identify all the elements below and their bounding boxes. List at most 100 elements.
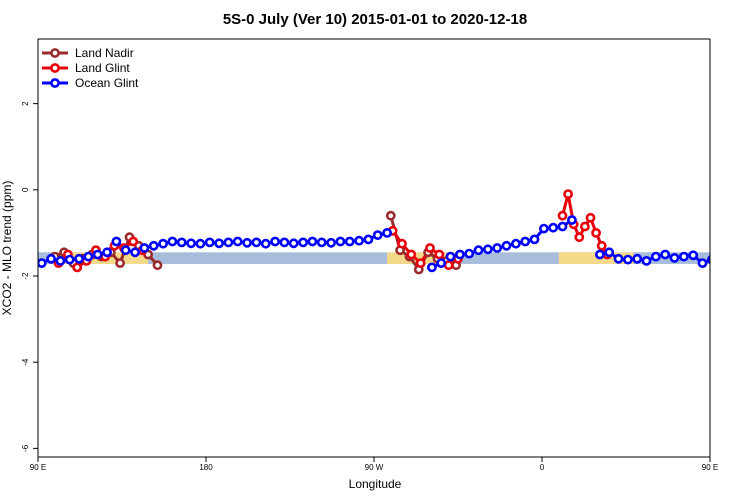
land-nadir-point bbox=[385, 210, 396, 221]
ocean-glint-point bbox=[567, 215, 577, 225]
ocean-glint-point bbox=[363, 234, 374, 245]
land-glint-point bbox=[443, 260, 454, 271]
land-segment bbox=[721, 252, 750, 264]
ocean-glint-point bbox=[74, 253, 84, 264]
land-glint-point bbox=[425, 243, 435, 253]
y-axis: 2 0 -2 -4 -6 bbox=[21, 101, 38, 452]
ocean-glint-point bbox=[595, 249, 605, 260]
ocean-glint-point bbox=[298, 237, 308, 248]
ocean-glint-point bbox=[102, 247, 112, 258]
x-tick-label: 90 E bbox=[30, 463, 46, 472]
ocean-glint-point bbox=[46, 253, 56, 264]
ocean-glint-point bbox=[464, 248, 475, 259]
land-glint-point bbox=[591, 227, 601, 238]
land-glint-point bbox=[557, 210, 568, 221]
y-axis-label: XCO2 - MLO trend (ppm) bbox=[0, 181, 14, 316]
ocean-glint-point bbox=[529, 234, 540, 245]
ocean-glint-point bbox=[604, 247, 615, 258]
ocean-glint-point bbox=[344, 236, 355, 247]
land-nadir-point bbox=[723, 255, 730, 262]
ocean-glint-point bbox=[482, 244, 493, 255]
land-glint-point bbox=[563, 189, 573, 199]
ocean-glint-point bbox=[548, 222, 559, 233]
ocean-glint-point bbox=[55, 255, 66, 266]
ocean-glint-point bbox=[473, 245, 484, 256]
ocean-glint-point bbox=[492, 243, 503, 253]
ocean-glint-point bbox=[288, 238, 299, 249]
legend-label-ocean-glint: Ocean Glint bbox=[75, 76, 139, 90]
ocean-glint-point bbox=[158, 238, 168, 249]
ocean-glint-point bbox=[736, 255, 743, 262]
ocean-glint-point bbox=[270, 236, 280, 247]
ocean-glint-point bbox=[316, 237, 327, 248]
y-tick-label: -4 bbox=[21, 358, 30, 366]
ocean-glint-point bbox=[454, 249, 465, 260]
x-axis: 90 E 180 90 W 0 90 E bbox=[30, 457, 718, 472]
ocean-glint-point bbox=[426, 262, 437, 273]
ocean-glint-point bbox=[335, 236, 346, 247]
ocean-glint-point bbox=[186, 238, 196, 249]
ocean-glint-point bbox=[613, 253, 624, 264]
ocean-glint-point bbox=[176, 237, 187, 248]
ocean-glint-point bbox=[382, 227, 392, 238]
land-glint-point bbox=[746, 262, 750, 269]
uncertainty-band bbox=[38, 252, 710, 264]
ocean-glint-point bbox=[520, 236, 531, 247]
land-nadir-point bbox=[115, 258, 125, 268]
land-glint-line bbox=[731, 242, 750, 266]
ocean-glint-point bbox=[260, 238, 271, 249]
ocean-glint-point bbox=[326, 237, 336, 248]
x-tick-label: 90 W bbox=[365, 463, 384, 472]
ocean-glint-point bbox=[38, 258, 47, 268]
ocean-glint-point bbox=[641, 255, 652, 266]
ocean-glint-point bbox=[539, 223, 549, 234]
ocean-glint-point bbox=[651, 251, 661, 262]
ocean-glint-point bbox=[139, 243, 150, 253]
ocean-glint-point bbox=[354, 235, 364, 246]
ocean-glint-point bbox=[436, 258, 447, 268]
land-glint-point bbox=[574, 232, 585, 243]
ocean-glint-point bbox=[120, 245, 131, 256]
legend-label-land-glint: Land Glint bbox=[75, 61, 130, 75]
ocean-glint-point bbox=[204, 237, 215, 248]
land-glint-point bbox=[128, 236, 139, 247]
land-glint-point bbox=[585, 212, 596, 223]
ocean-glint-point bbox=[746, 253, 750, 260]
ocean-glint-point bbox=[167, 236, 178, 247]
chart-title: 5S-0 July (Ver 10) 2015-01-01 to 2020-12… bbox=[223, 11, 527, 28]
ocean-glint-point bbox=[707, 255, 710, 265]
ocean-glint-point bbox=[501, 240, 512, 251]
land-glint-point bbox=[596, 240, 607, 251]
ocean-glint-point bbox=[223, 237, 234, 248]
ocean-glint-point bbox=[511, 238, 521, 249]
ocean-glint-point bbox=[660, 249, 671, 260]
ocean-glint-point bbox=[111, 236, 122, 247]
ocean-glint-point bbox=[697, 258, 708, 268]
ocean-glint-point bbox=[83, 251, 94, 262]
ocean-glint-point bbox=[279, 237, 290, 248]
points-layer bbox=[38, 189, 750, 275]
ocean-glint-point bbox=[148, 240, 159, 251]
land-glint-point bbox=[397, 238, 407, 249]
land-glint-point bbox=[406, 249, 417, 260]
ocean-glint-point bbox=[195, 238, 206, 249]
land-glint-point bbox=[72, 262, 83, 273]
land-nadir-point bbox=[742, 257, 749, 264]
legend-marker-land-nadir bbox=[50, 48, 60, 58]
land-glint-point bbox=[736, 251, 743, 258]
y-tick-label: 2 bbox=[21, 101, 30, 106]
legend-marker-land-glint bbox=[50, 63, 60, 73]
land-glint-point bbox=[727, 260, 734, 267]
ocean-glint-point bbox=[232, 236, 243, 247]
y-tick-label: -6 bbox=[21, 444, 30, 452]
land-glint-point bbox=[434, 249, 445, 260]
x-tick-label: 0 bbox=[540, 463, 545, 472]
ocean-glint-point bbox=[688, 250, 699, 261]
land-nadir-point bbox=[733, 251, 740, 258]
land-segment bbox=[558, 252, 634, 264]
x-axis-label: Longitude bbox=[349, 477, 402, 491]
ocean-glint-point bbox=[372, 230, 383, 240]
y-tick-label: -2 bbox=[21, 272, 30, 280]
